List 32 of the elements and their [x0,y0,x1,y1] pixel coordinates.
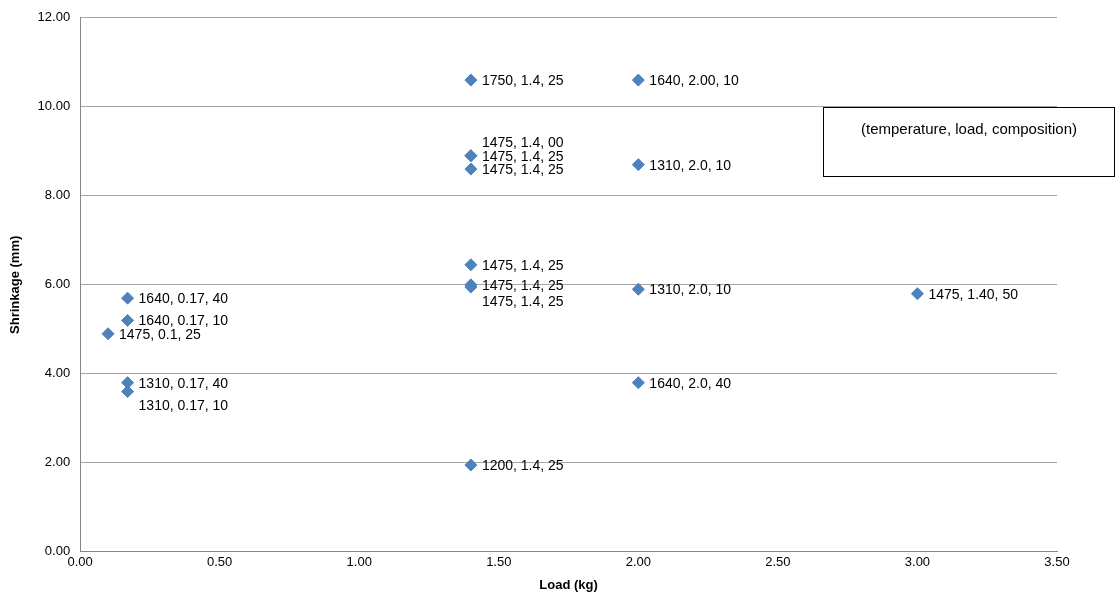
data-label: 1200, 1.4, 25 [481,456,564,473]
annotation: (temperature, load, composition) [823,107,1115,177]
data-label: 1475, 1.40, 50 [928,285,1019,302]
data-label: 1640, 0.17, 10 [138,312,229,329]
y-tick-label: 8.00 [44,187,71,203]
data-label: 1640, 2.00, 10 [649,71,740,88]
x-tick-label: 1.50 [486,554,512,570]
y-tick-label: 12.00 [37,9,71,25]
data-label: 1310, 0.17, 10 [138,397,229,414]
data-label: 1640, 0.17, 40 [138,290,229,307]
x-tick-label: 3.50 [1044,554,1070,570]
data-label: 1475, 1.4, 25 [481,256,564,273]
data-label: 1475, 1.4, 25 [481,276,564,293]
y-tick-label: 4.00 [44,365,71,381]
data-label: 1310, 2.0, 10 [649,281,732,298]
x-tick-label: 3.00 [904,554,931,570]
data-label: 1640, 2.0, 40 [649,374,732,391]
data-label: 1310, 0.17, 40 [138,374,229,391]
x-axis-title: Load (kg) [539,576,598,592]
x-tick-label: 0.00 [67,554,93,570]
data-label: 1475, 1.4, 00 [481,133,564,150]
x-tick-label: 1.00 [346,554,372,570]
y-tick-label: 2.00 [44,454,71,470]
x-tick-label: 0.50 [207,554,233,570]
data-label: 1310, 2.0, 10 [649,156,732,173]
x-tick-label: 2.50 [765,554,791,570]
y-axis-title: Shrinkage (mm) [7,235,23,334]
y-tick-label: 6.00 [44,276,71,292]
data-label: 1475, 1.4, 25 [481,292,564,309]
x-tick-label: 2.00 [625,554,651,570]
y-tick-label: 10.00 [37,98,71,114]
data-label: 1750, 1.4, 25 [481,71,564,88]
